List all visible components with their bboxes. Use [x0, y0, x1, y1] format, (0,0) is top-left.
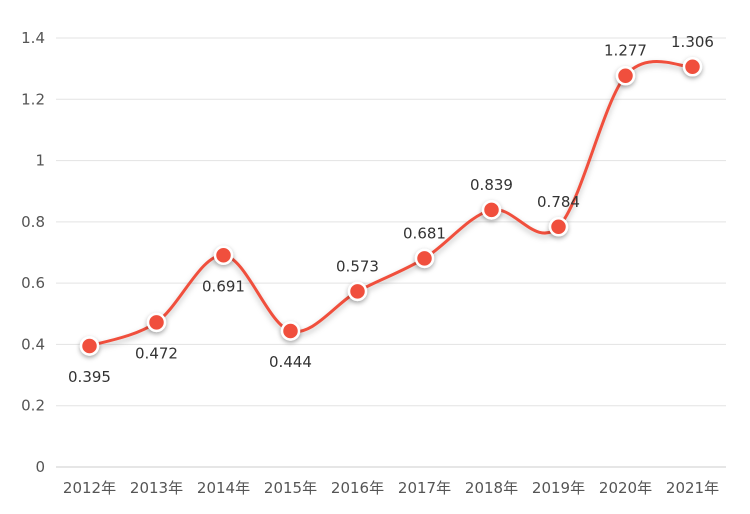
x-tick-label: 2021年: [666, 479, 719, 497]
x-tick-label: 2014年: [197, 479, 250, 497]
data-labels: 0.395 0.472 0.691 0.444 0.573 0.681 0.839 0.784…: [68, 33, 714, 386]
x-tick-label: 2016年: [331, 479, 384, 497]
y-axis-ticks: 0 0.2 0.4 0.6 0.8 1 1.2 1.4: [21, 29, 45, 476]
data-label: 0.784: [537, 193, 580, 211]
data-label: 0.395: [68, 368, 111, 386]
data-label: 0.681: [403, 224, 446, 242]
data-point[interactable]: [347, 281, 368, 302]
x-tick-label: 2015年: [264, 479, 317, 497]
data-label: 1.277: [604, 42, 647, 60]
data-point[interactable]: [213, 245, 234, 266]
x-tick-label: 2017年: [398, 479, 451, 497]
series-line-path: [89, 59, 693, 348]
x-tick-label: 2020年: [599, 479, 652, 497]
data-point[interactable]: [280, 321, 301, 341]
data-label: 0.573: [336, 257, 379, 275]
data-points: [79, 57, 703, 356]
x-tick-label: 2018年: [465, 479, 518, 497]
y-tick-label: 0.8: [21, 213, 45, 231]
data-point[interactable]: [682, 57, 703, 77]
y-tick-label: 0.6: [21, 274, 45, 292]
x-tick-label: 2012年: [63, 479, 116, 497]
x-tick-label: 2019年: [532, 479, 585, 497]
data-label: 0.839: [470, 176, 513, 194]
data-point[interactable]: [79, 336, 100, 356]
x-tick-label: 2013年: [130, 479, 183, 497]
data-point[interactable]: [146, 312, 167, 333]
y-tick-label: 0: [35, 458, 45, 476]
series-line: [89, 59, 693, 348]
data-point[interactable]: [615, 65, 636, 86]
data-point[interactable]: [481, 200, 502, 220]
data-point[interactable]: [548, 217, 569, 237]
y-tick-label: 0.4: [21, 335, 45, 353]
data-label: 0.444: [269, 353, 312, 371]
gridlines: [56, 37, 726, 468]
y-tick-label: 1.2: [21, 90, 45, 108]
data-point[interactable]: [414, 248, 435, 269]
y-tick-label: 1: [35, 152, 45, 170]
y-tick-label: 0.2: [21, 397, 45, 415]
x-axis-ticks: 2012年 2013年 2014年 2015年 2016年 2017年 2018年 2019年…: [63, 479, 719, 497]
y-tick-label: 1.4: [21, 29, 45, 47]
data-label: 0.691: [202, 277, 245, 295]
data-label: 0.472: [135, 344, 178, 362]
data-label: 1.306: [671, 33, 714, 51]
